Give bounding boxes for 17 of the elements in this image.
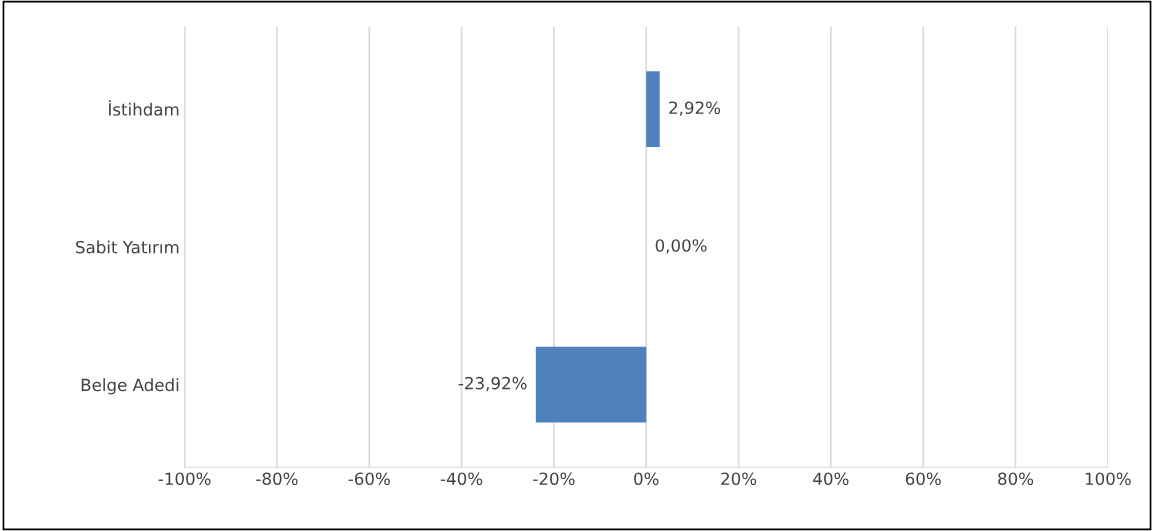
- y-tick-label: Belge Adedi: [81, 378, 179, 395]
- x-tick-label: -40%: [440, 472, 483, 486]
- x-tick-label: -100%: [158, 472, 211, 486]
- data-label: 2,92%: [669, 101, 721, 116]
- x-tick-label: 80%: [998, 472, 1034, 486]
- y-tick-label: Sabit Yatırım: [76, 240, 179, 254]
- x-tick-label: -60%: [348, 472, 390, 486]
- data-label: -23,92%: [458, 376, 527, 392]
- x-tick-label: 0%: [634, 472, 659, 486]
- data-label: 0,00%: [655, 239, 707, 254]
- x-tick-label: -80%: [256, 472, 298, 486]
- x-tick-label: -20%: [533, 472, 575, 486]
- x-tick-label: 100%: [1085, 472, 1131, 486]
- x-tick-label: 20%: [721, 472, 757, 486]
- x-tick-label: 40%: [813, 472, 849, 486]
- y-tick-label: İstihdam: [109, 100, 179, 116]
- x-tick-label: 60%: [905, 472, 941, 486]
